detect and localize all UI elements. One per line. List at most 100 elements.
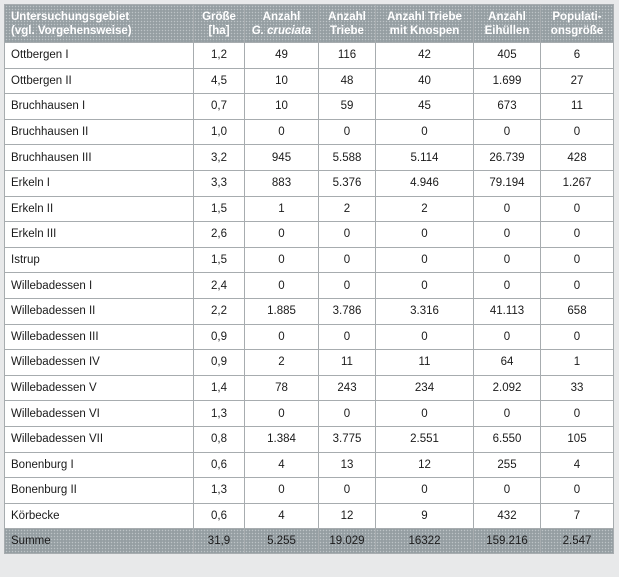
cell-gebiet: Ottbergen I [5, 43, 193, 68]
cell-anzahl-triebe: 0 [319, 401, 375, 426]
cell-groesse: 1,0 [194, 119, 244, 145]
cell-populationsgroesse: 1.267 [541, 170, 613, 196]
cell-groesse: 1,5 [194, 247, 244, 273]
cell-eihuellen: 79.194 [474, 170, 540, 196]
header-line: Anzahl [328, 10, 366, 23]
cell-populationsgroesse: 658 [541, 298, 613, 324]
table-row: Bruchhausen II 1,0 0 0 0 0 0 [5, 119, 613, 145]
cell-gebiet: Erkeln II [5, 196, 193, 222]
header-line: Größe [202, 10, 236, 23]
cell-populationsgroesse: 428 [541, 145, 613, 170]
cell-populationsgroesse: 0 [541, 273, 613, 298]
cell-groesse: 3,3 [194, 170, 244, 196]
cell-anzahl-cruciata: 0 [245, 324, 318, 350]
sum-triebe-knospen: 16322 [376, 529, 473, 554]
cell-anzahl-triebe: 5.376 [319, 170, 375, 196]
cell-gebiet: Willebadessen VI [5, 401, 193, 426]
table-row: Willebadessen III 0,9 0 0 0 0 0 [5, 324, 613, 350]
header-line: Anzahl Triebe [387, 10, 462, 23]
cell-gebiet: Istrup [5, 247, 193, 273]
table-row: Bonenburg I 0,6 4 13 12 255 4 [5, 452, 613, 478]
cell-anzahl-triebe: 0 [319, 273, 375, 298]
cell-populationsgroesse: 4 [541, 452, 613, 478]
cell-triebe-knospen: 40 [376, 68, 473, 94]
cell-gebiet: Körbecke [5, 503, 193, 529]
cell-groesse: 4,5 [194, 68, 244, 94]
cell-populationsgroesse: 0 [541, 478, 613, 503]
cell-anzahl-triebe: 2 [319, 196, 375, 222]
header-anzahl-triebe: Anzahl Triebe [319, 5, 375, 42]
header-line: Anzahl [488, 10, 526, 23]
cell-anzahl-cruciata: 4 [245, 503, 318, 529]
cell-eihuellen: 1.699 [474, 68, 540, 94]
cell-anzahl-cruciata: 1.384 [245, 426, 318, 452]
cell-gebiet: Bruchhausen II [5, 119, 193, 145]
cell-anzahl-cruciata: 883 [245, 170, 318, 196]
header-anzahl-cruciata: Anzahl G. cruciata [245, 5, 318, 42]
sum-anzahl-cruciata: 5.255 [245, 529, 318, 554]
cell-populationsgroesse: 7 [541, 503, 613, 529]
cell-populationsgroesse: 1 [541, 350, 613, 375]
cell-groesse: 0,8 [194, 426, 244, 452]
sum-anzahl-triebe: 19.029 [319, 529, 375, 554]
cell-anzahl-cruciata: 1.885 [245, 298, 318, 324]
header-line: onsgröße [550, 24, 604, 37]
cell-eihuellen: 2.092 [474, 375, 540, 401]
cell-populationsgroesse: 0 [541, 324, 613, 350]
cell-eihuellen: 432 [474, 503, 540, 529]
cell-triebe-knospen: 9 [376, 503, 473, 529]
cell-triebe-knospen: 11 [376, 350, 473, 375]
cell-triebe-knospen: 2.551 [376, 426, 473, 452]
header-line: Triebe [330, 24, 364, 37]
table-row: Erkeln I 3,3 883 5.376 4.946 79.194 1.267 [5, 170, 613, 196]
header-row: Untersuchungsgebiet (vgl. Vorgehensweise… [5, 5, 613, 42]
cell-gebiet: Bonenburg II [5, 478, 193, 503]
cell-triebe-knospen: 2 [376, 196, 473, 222]
cell-anzahl-triebe: 13 [319, 452, 375, 478]
cell-anzahl-cruciata: 0 [245, 119, 318, 145]
header-eihuellen: Anzahl Eihüllen [474, 5, 540, 42]
cell-anzahl-cruciata: 945 [245, 145, 318, 170]
cell-eihuellen: 64 [474, 350, 540, 375]
cell-groesse: 3,2 [194, 145, 244, 170]
header-line: [ha] [208, 24, 230, 37]
table-row: Willebadessen II 2,2 1.885 3.786 3.316 41.113… [5, 298, 613, 324]
table-row: Ottbergen II 4,5 10 48 40 1.699 27 [5, 68, 613, 94]
cell-gebiet: Erkeln I [5, 170, 193, 196]
cell-groesse: 2,4 [194, 273, 244, 298]
cell-populationsgroesse: 0 [541, 401, 613, 426]
header-line: Eihüllen [484, 24, 530, 37]
cell-anzahl-triebe: 3.786 [319, 298, 375, 324]
cell-groesse: 0,7 [194, 94, 244, 119]
sum-row: Summe 31,9 5.255 19.029 16322 159.216 2.547 [5, 529, 613, 554]
cell-gebiet: Willebadessen I [5, 273, 193, 298]
header-line: mit Knospen [389, 24, 460, 37]
cell-triebe-knospen: 45 [376, 94, 473, 119]
header-line: Anzahl [262, 10, 301, 23]
cell-gebiet: Willebadessen II [5, 298, 193, 324]
header-line: (vgl. Vorgehensweise) [11, 24, 132, 37]
cell-eihuellen: 0 [474, 478, 540, 503]
header-line: Populati- [552, 10, 602, 23]
cell-anzahl-cruciata: 0 [245, 222, 318, 247]
cell-anzahl-cruciata: 2 [245, 350, 318, 375]
table-row: Willebadessen VII 0,8 1.384 3.775 2.551 6.550… [5, 426, 613, 452]
cell-triebe-knospen: 12 [376, 452, 473, 478]
cell-groesse: 1,4 [194, 375, 244, 401]
header-triebe-knospen: Anzahl Triebe mit Knospen [376, 5, 473, 42]
cell-triebe-knospen: 0 [376, 324, 473, 350]
cell-triebe-knospen: 0 [376, 222, 473, 247]
cell-anzahl-triebe: 59 [319, 94, 375, 119]
sum-populationsgroesse: 2.547 [541, 529, 613, 554]
cell-gebiet: Willebadessen IV [5, 350, 193, 375]
cell-groesse: 2,2 [194, 298, 244, 324]
cell-triebe-knospen: 3.316 [376, 298, 473, 324]
cell-populationsgroesse: 0 [541, 247, 613, 273]
table-row: Ottbergen I 1,2 49 116 42 405 6 [5, 43, 613, 68]
header-untersuchungsgebiet: Untersuchungsgebiet (vgl. Vorgehensweise… [5, 5, 193, 42]
table-row: Erkeln II 1,5 1 2 2 0 0 [5, 196, 613, 222]
cell-gebiet: Ottbergen II [5, 68, 193, 94]
cell-anzahl-cruciata: 0 [245, 247, 318, 273]
cell-anzahl-cruciata: 10 [245, 94, 318, 119]
